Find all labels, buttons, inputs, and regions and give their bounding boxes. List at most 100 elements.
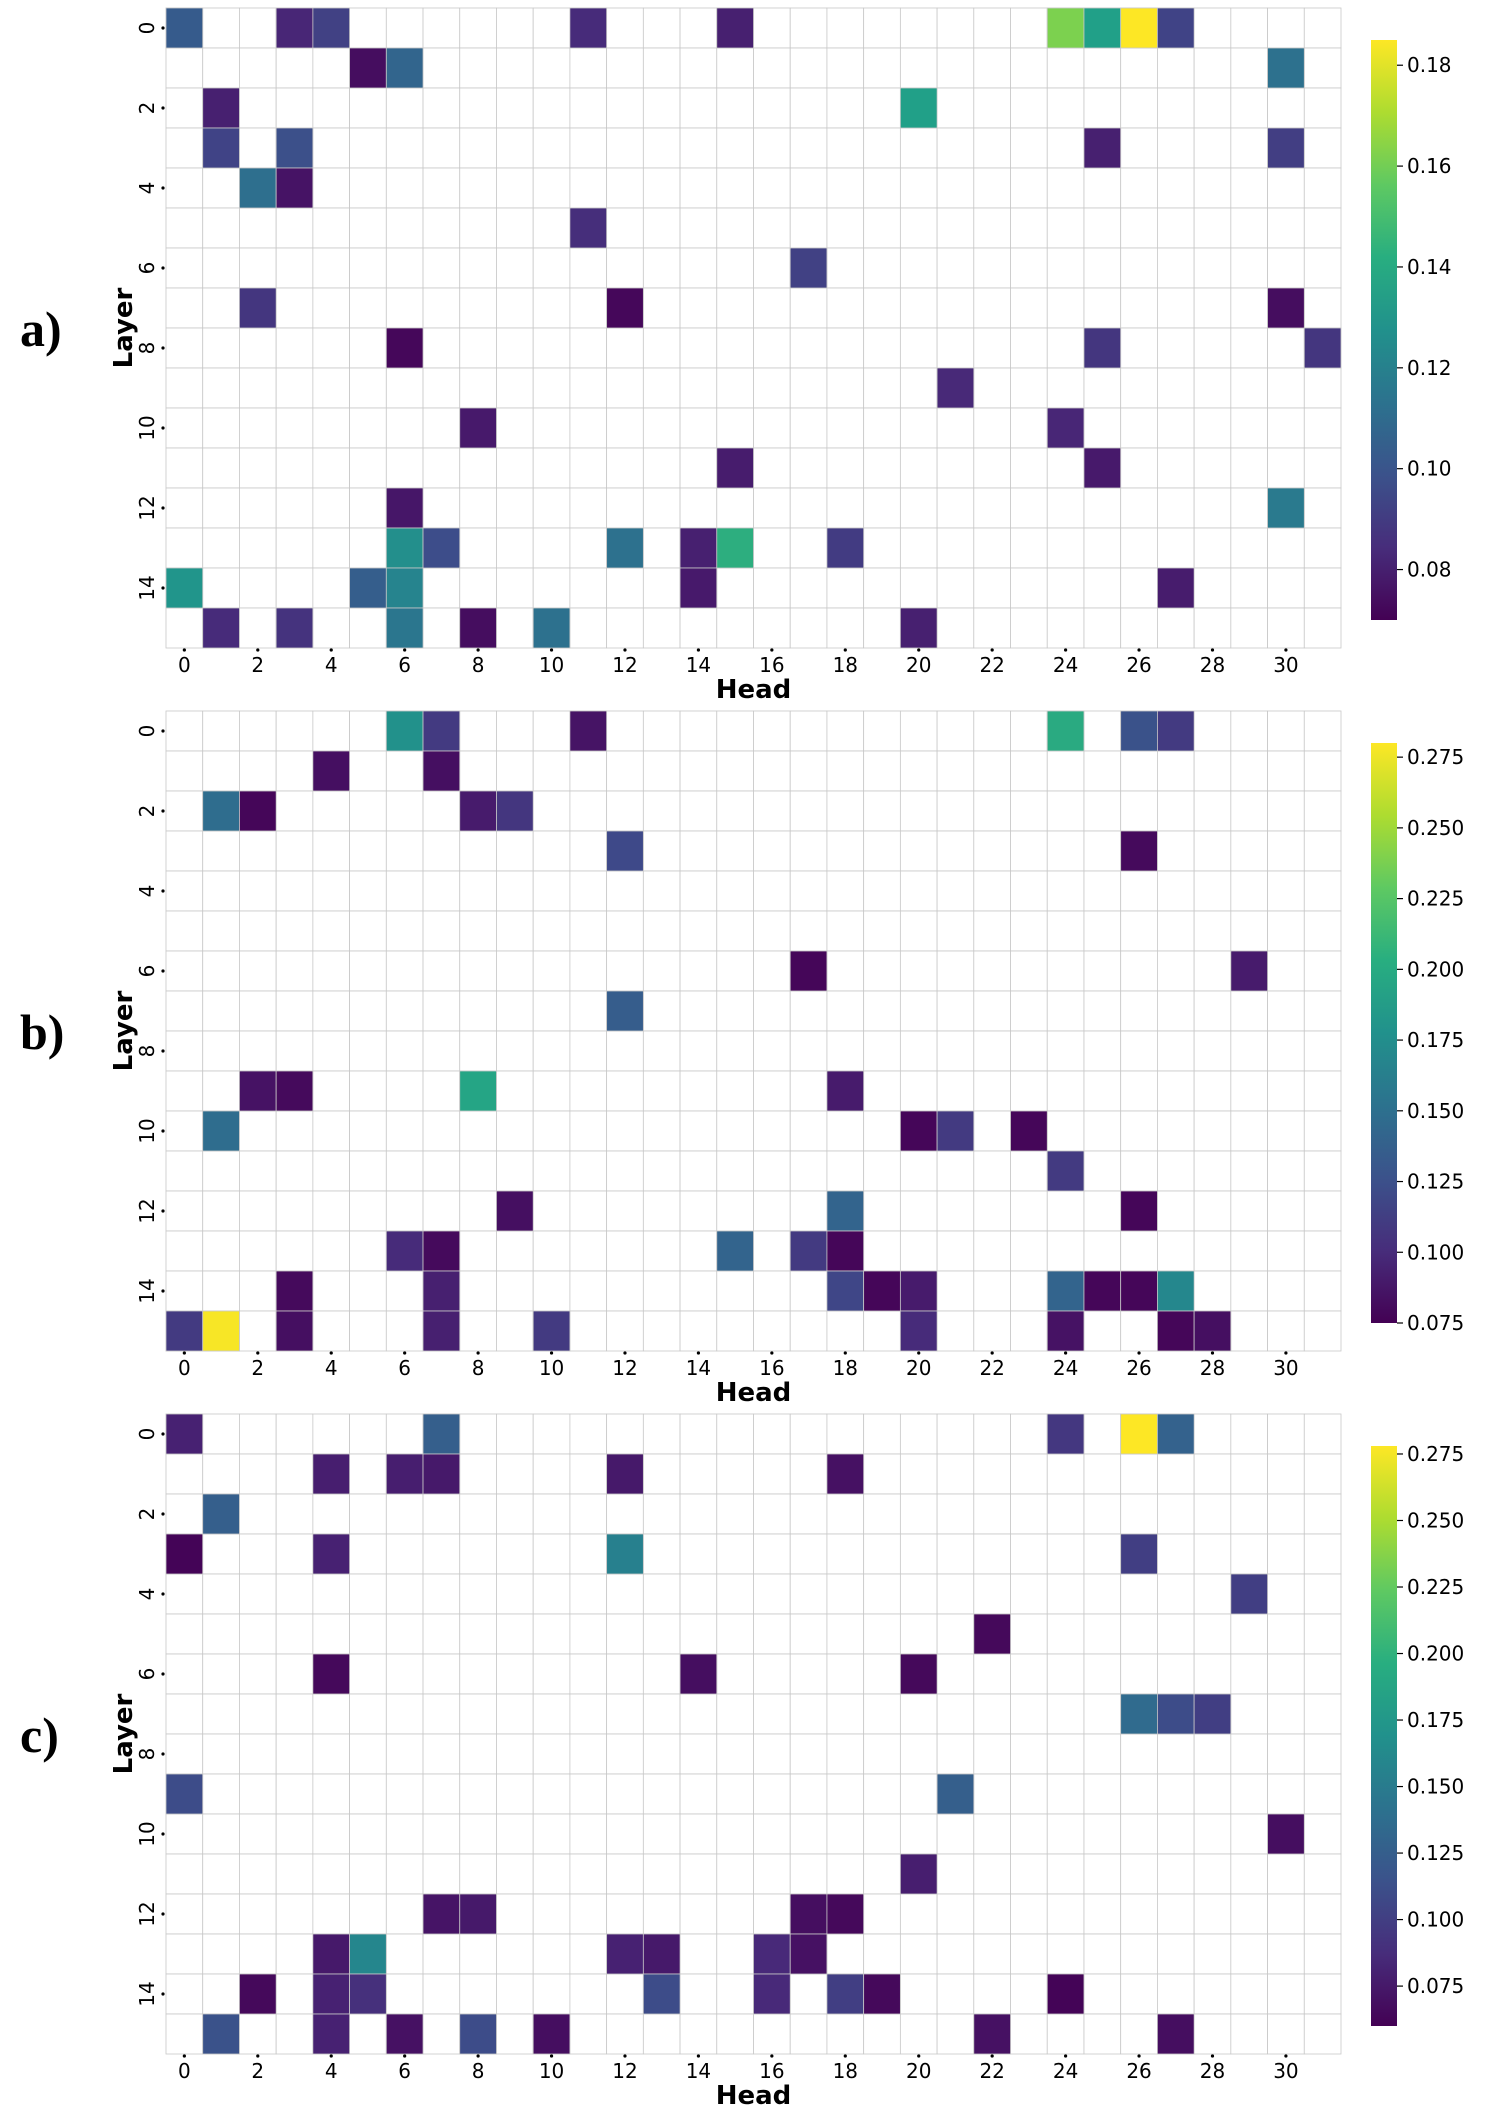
colorbar-tick-label: 0.225 <box>1407 887 1464 911</box>
grid-cell <box>753 487 791 529</box>
grid-cell <box>569 1573 608 1615</box>
heat-cell-L13-H4 <box>312 1933 350 1975</box>
grid-cell <box>789 447 828 489</box>
grid-cell <box>679 1733 718 1775</box>
grid-cell <box>716 1733 754 1775</box>
grid-cell <box>496 1733 534 1775</box>
grid-cell <box>569 1773 608 1815</box>
grid-cell <box>1267 247 1305 289</box>
y-tick-label: 14 <box>135 1278 159 1303</box>
grid-cell <box>312 910 350 952</box>
heat-cell-L14-H18 <box>826 1973 865 2015</box>
grid-cell <box>789 1030 828 1072</box>
grid-cell <box>239 207 277 249</box>
grid-cell <box>1193 247 1232 289</box>
grid-cell <box>936 1613 975 1655</box>
grid-cell <box>1046 1773 1085 1815</box>
x-tick-label: 18 <box>833 653 858 677</box>
heat-cell-L0-H27 <box>1157 7 1195 49</box>
grid-cell <box>1157 167 1195 209</box>
x-tick-mark <box>770 2054 774 2058</box>
grid-cell <box>1083 1613 1122 1655</box>
grid-cell <box>826 830 865 872</box>
grid-cell <box>569 327 608 369</box>
grid-cell <box>1120 1613 1158 1655</box>
grid-cell <box>165 447 204 489</box>
y-tick-mark <box>161 186 165 190</box>
grid-cell <box>753 287 791 329</box>
grid-cell <box>642 527 681 569</box>
grid-cell <box>422 790 461 832</box>
grid-cell <box>349 1413 387 1455</box>
grid-cell <box>973 990 1011 1032</box>
grid-cell <box>642 2013 681 2055</box>
grid-cell <box>275 2013 314 2055</box>
grid-cell <box>239 367 277 409</box>
grid-cell <box>1193 1893 1232 1935</box>
grid-cell <box>1157 1533 1195 1575</box>
grid-cell <box>275 487 314 529</box>
grid-cell <box>863 567 901 609</box>
grid-cell <box>312 1310 350 1352</box>
grid-cell <box>275 990 314 1032</box>
grid-cell <box>532 1493 571 1535</box>
y-tick-label: 12 <box>135 495 159 520</box>
grid-cell <box>1267 367 1305 409</box>
heat-cell-L15-H10 <box>532 607 571 649</box>
heat-cell-L2-H1 <box>202 790 240 832</box>
grid-cell <box>753 1030 791 1072</box>
grid-cell <box>532 950 571 992</box>
grid-cell <box>1193 1270 1232 1312</box>
colorbar-tick-label: 0.275 <box>1407 745 1464 769</box>
x-tick-mark <box>329 648 333 652</box>
grid-cell <box>349 1693 387 1735</box>
grid-cell <box>1193 1190 1232 1232</box>
grid-cell <box>202 990 240 1032</box>
y-tick-mark <box>161 426 165 430</box>
grid-cell <box>679 790 718 832</box>
x-tick-mark <box>843 2054 847 2058</box>
heat-cell-L14-H6 <box>385 567 424 609</box>
grid-cell <box>679 127 718 169</box>
grid-cell <box>165 167 204 209</box>
grid-cell <box>1010 1230 1048 1272</box>
grid-cell <box>606 367 644 409</box>
grid-cell <box>422 1933 461 1975</box>
grid-cell <box>606 407 644 449</box>
x-tick-label: 0 <box>178 1356 191 1380</box>
grid-cell <box>753 567 791 609</box>
grid-cell <box>1083 1110 1122 1152</box>
grid-cell <box>1010 87 1048 129</box>
grid-cell <box>1120 1110 1158 1152</box>
grid-cell <box>459 527 497 569</box>
grid-cell <box>753 407 791 449</box>
grid-cell <box>202 910 240 952</box>
grid-cell <box>459 1573 497 1615</box>
grid-cell <box>1046 750 1085 792</box>
grid-cell <box>899 1613 938 1655</box>
grid-cell <box>642 407 681 449</box>
x-tick-mark <box>1284 1351 1288 1355</box>
x-tick-label: 12 <box>612 1356 637 1380</box>
x-tick-mark <box>1064 1351 1068 1355</box>
heat-cell-L14-H25 <box>1083 1270 1122 1312</box>
grid-cell <box>1120 327 1158 369</box>
grid-cell <box>936 1733 975 1775</box>
grid-cell <box>459 1653 497 1695</box>
grid-cell <box>569 87 608 129</box>
grid-cell <box>496 607 534 649</box>
grid-cell <box>642 1893 681 1935</box>
grid-cell <box>165 1893 204 1935</box>
grid-cell <box>753 750 791 792</box>
grid-cell <box>1230 247 1268 289</box>
grid-cell <box>459 87 497 129</box>
grid-cell <box>1193 1230 1232 1272</box>
grid-cell <box>642 910 681 952</box>
grid-cell <box>275 1110 314 1152</box>
grid-cell <box>936 910 975 952</box>
grid-cell <box>385 247 424 289</box>
grid-cell <box>1193 710 1232 752</box>
grid-cell <box>899 2013 938 2055</box>
x-tick-label: 28 <box>1200 653 1225 677</box>
grid-cell <box>826 127 865 169</box>
